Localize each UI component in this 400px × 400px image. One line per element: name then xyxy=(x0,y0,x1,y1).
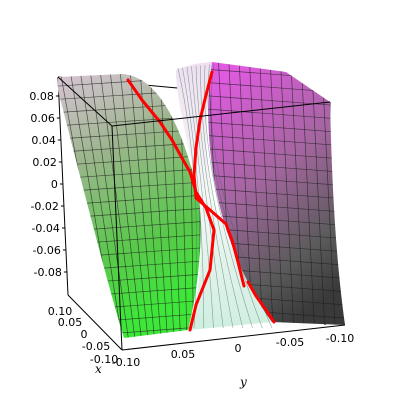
mesh-line xyxy=(58,127,201,140)
intersection-curve-left xyxy=(126,78,216,332)
mesh-line xyxy=(207,64,263,329)
mesh-line xyxy=(58,166,201,180)
mesh-line xyxy=(208,147,345,160)
y-tick-label: -0.10 xyxy=(112,356,140,369)
y-tick-label: 0.05 xyxy=(171,348,196,361)
mesh-line xyxy=(321,62,337,325)
mesh-line xyxy=(99,74,137,338)
intersection-curve-upper xyxy=(192,70,214,200)
intersection-curves xyxy=(126,70,276,332)
mesh-line xyxy=(129,74,156,338)
mesh-line xyxy=(191,66,224,329)
mesh-line xyxy=(279,62,295,325)
mesh-line xyxy=(79,74,124,338)
mesh-line xyxy=(61,205,201,219)
z-tick-label: -0.04 xyxy=(31,222,59,235)
mesh-line xyxy=(59,192,201,206)
y-tick-label: -0.10 xyxy=(326,332,354,345)
mesh-line xyxy=(159,74,175,338)
mesh-line xyxy=(139,74,162,338)
mesh-line xyxy=(182,67,205,329)
mesh-line xyxy=(58,114,201,127)
y-axis-label: y xyxy=(239,375,247,389)
mesh-line xyxy=(109,74,143,338)
bounding-box-front xyxy=(57,76,346,351)
surface-inner-mesh xyxy=(177,63,273,329)
mesh-line xyxy=(208,94,345,107)
mesh-line xyxy=(58,179,201,193)
mesh-line xyxy=(58,153,201,167)
x-axis: 0.100.050-0.05-0.10 xyxy=(48,305,118,366)
mesh-line xyxy=(290,62,306,325)
mesh-line xyxy=(208,173,345,187)
intersection-curve-right xyxy=(246,280,276,324)
z-tick-label: 0.04 xyxy=(31,134,56,147)
mesh-line xyxy=(195,65,234,329)
x-tick-label: -0.05 xyxy=(82,340,110,353)
mesh-line xyxy=(208,133,345,147)
mesh-line xyxy=(58,140,201,153)
z-tick-label: 0.06 xyxy=(30,112,55,125)
mesh-line xyxy=(248,62,264,325)
mesh-line xyxy=(210,63,273,329)
mesh-line xyxy=(149,74,169,338)
mesh-line xyxy=(89,74,130,338)
mesh-line xyxy=(186,66,214,329)
z-tick-label: -0.08 xyxy=(33,266,61,279)
mesh-line xyxy=(200,65,244,329)
mesh-line xyxy=(269,62,285,325)
z-tick-label: -0.06 xyxy=(32,244,60,257)
mesh-line xyxy=(208,120,345,134)
mesh-line xyxy=(208,186,345,200)
y-axis: 0.05 0 -0.05 -0.10 -0.10 xyxy=(112,332,354,369)
x-tick-label: 0.05 xyxy=(58,316,83,329)
x-tick-label: 0 xyxy=(81,328,88,341)
z-tick-label: 0.02 xyxy=(32,156,57,169)
mesh-line xyxy=(259,62,275,325)
mesh-line xyxy=(310,62,326,325)
z-axis: 0.08 0.06 0.04 0.02 0 -0.02 -0.04 -0.06 -0.08 xyxy=(29,90,67,279)
z-tick-label: 0 xyxy=(51,178,58,191)
surface-left-sheet xyxy=(58,74,201,338)
y-tick-label: 0 xyxy=(235,342,242,355)
mesh-line xyxy=(208,107,345,121)
z-tick-label: 0.08 xyxy=(29,90,54,103)
y-tick-label: -0.05 xyxy=(276,336,304,349)
x-tick-label: 0.10 xyxy=(48,305,73,318)
x-tick-label: -0.10 xyxy=(90,353,118,366)
intersection-curve-lower xyxy=(194,196,246,288)
x-axis-label: x xyxy=(95,362,102,376)
z-tick-label: -0.02 xyxy=(30,200,58,213)
mesh-line xyxy=(119,74,149,338)
